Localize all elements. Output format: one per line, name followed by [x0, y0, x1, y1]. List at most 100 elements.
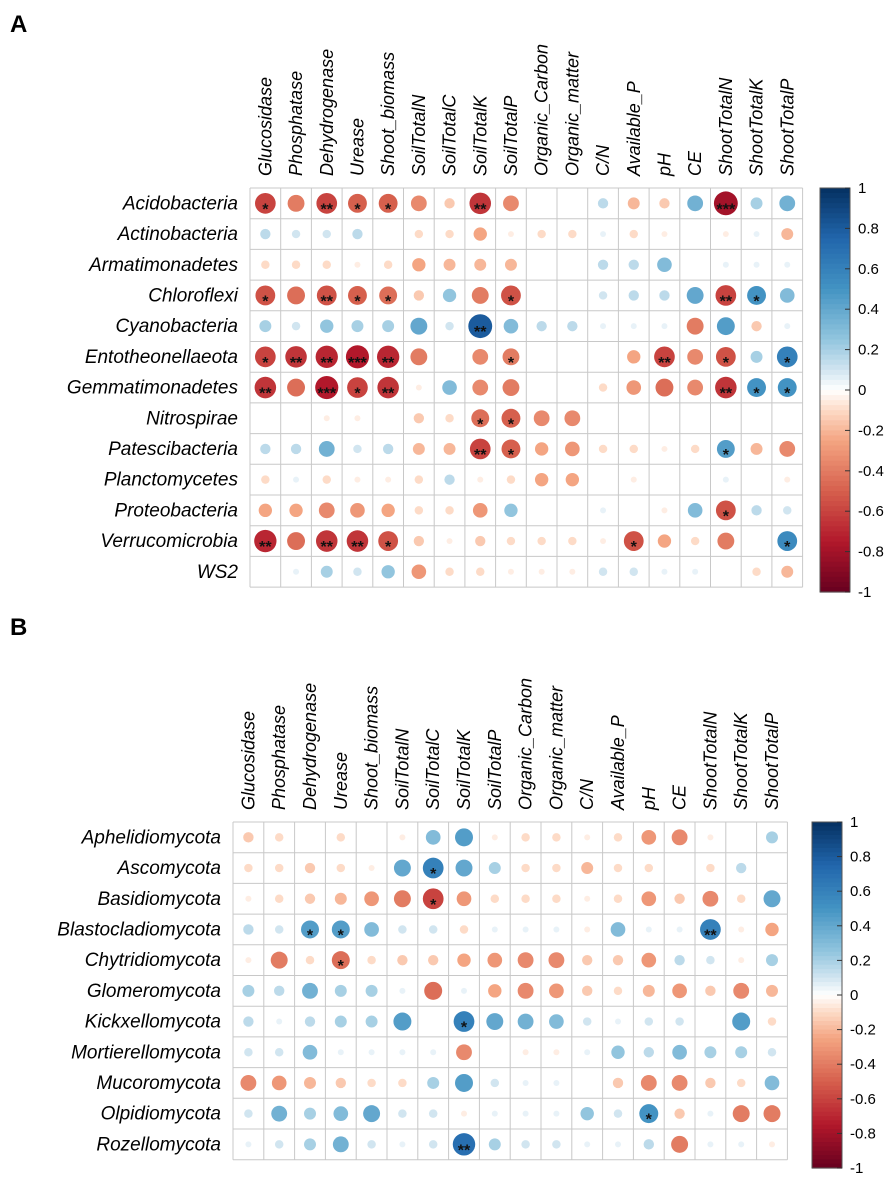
correlation-dot: [686, 317, 704, 335]
correlation-dot: [398, 925, 407, 934]
legend-tick-label: 0.6: [858, 261, 879, 278]
correlation-dot: [488, 1138, 501, 1151]
legend-band: [820, 188, 850, 194]
legend-band: [820, 455, 850, 462]
significance-mark: *: [723, 508, 730, 525]
legend-band: [812, 1077, 842, 1083]
correlation-dot: [377, 376, 399, 399]
correlation-dot: [412, 258, 426, 272]
legend-band: [812, 856, 842, 862]
row-label: Entotheonellaeota: [85, 347, 238, 368]
legend-band: [812, 869, 842, 875]
correlation-dot: [600, 507, 607, 514]
correlation-dot: [274, 833, 284, 842]
correlation-dot: [533, 410, 550, 427]
legend-band: [812, 999, 842, 1005]
correlation-dot: [427, 1076, 440, 1089]
correlation-dot: [318, 441, 335, 457]
correlation-dot: [630, 476, 637, 483]
correlation-dot: [414, 506, 424, 515]
legend-band: [812, 1137, 842, 1143]
correlation-dot: [445, 229, 454, 239]
correlation-dot: [316, 193, 338, 214]
legend-band: [820, 289, 850, 295]
significance-mark: *: [338, 927, 345, 944]
correlation-dot: [393, 1012, 412, 1031]
correlation-dot: [600, 538, 607, 545]
correlation-dot: [492, 1049, 498, 1055]
correlation-dot: [473, 227, 487, 241]
correlation-dot: [271, 1075, 287, 1091]
column-label: ShootTotalN: [716, 77, 736, 176]
correlation-dot: [767, 1017, 777, 1026]
correlation-dot: [382, 320, 395, 333]
correlation-dot: [707, 1110, 714, 1117]
legend-band: [812, 1116, 842, 1122]
correlation-dot: [628, 259, 639, 270]
correlation-dot: [700, 919, 721, 940]
correlation-dot: [706, 863, 715, 873]
correlation-dot: [398, 1109, 407, 1118]
legend-tick-label: -0.4: [850, 1056, 876, 1073]
correlation-dot: [442, 288, 457, 303]
correlation-dot: [469, 438, 491, 460]
correlation-dot: [627, 350, 641, 364]
legend-band: [812, 1163, 842, 1169]
significance-mark: **: [382, 355, 395, 372]
correlation-dot: [333, 1106, 349, 1121]
correlation-dot: [501, 408, 521, 428]
correlation-dot: [274, 985, 285, 997]
correlation-dot: [539, 354, 545, 360]
correlation-dot: [428, 1140, 438, 1149]
correlation-dot: [398, 1078, 407, 1088]
correlation-dot: [723, 569, 729, 575]
legend-band: [820, 223, 850, 229]
legend-band: [820, 450, 850, 457]
correlation-dot: [672, 983, 687, 999]
correlation-dot: [472, 379, 489, 396]
correlation-dot: [260, 228, 271, 240]
legend-band: [812, 822, 842, 827]
row-label: Rozellomycota: [96, 1134, 221, 1155]
row-label: Ascomycota: [117, 858, 221, 879]
correlation-dot: [472, 503, 488, 518]
legend-band: [820, 496, 850, 502]
legend-band: [812, 1081, 842, 1087]
legend-band: [812, 1124, 842, 1130]
correlation-dot: [412, 442, 425, 455]
correlation-dot: [486, 1013, 504, 1031]
correlation-dot: [336, 833, 346, 842]
correlation-dot: [444, 198, 455, 209]
column-label: ShootTotalK: [747, 78, 767, 176]
correlation-dot: [659, 290, 670, 301]
legend-band: [820, 551, 850, 558]
correlation-dot: [491, 834, 498, 841]
grid: [249, 187, 804, 588]
legend-band: [812, 1155, 842, 1160]
legend-band: [820, 395, 850, 401]
column-label: Organic_Carbon: [532, 44, 552, 176]
correlation-dot: [707, 1019, 713, 1025]
correlation-dot: [490, 894, 500, 903]
correlation-dot: [716, 439, 735, 458]
correlation-dot: [502, 348, 520, 366]
significance-mark: **: [321, 293, 334, 310]
legend-band: [820, 581, 850, 588]
legend-band: [812, 830, 842, 836]
correlation-dot: [600, 477, 606, 483]
correlation-dot: [459, 925, 469, 934]
correlation-dot: [290, 443, 302, 455]
column-label: Shoot_biomass: [362, 686, 382, 810]
correlation-dot: [779, 288, 795, 303]
correlation-dot: [750, 197, 763, 210]
correlation-dot: [376, 345, 400, 369]
row-label: Chloroflexi: [148, 285, 239, 306]
correlation-dot: [722, 476, 729, 483]
legend-band: [812, 891, 842, 897]
correlation-dot: [368, 865, 375, 872]
correlation-dot: [582, 954, 593, 966]
significance-mark: *: [477, 416, 484, 433]
correlation-dot: [364, 891, 379, 907]
legend-band: [812, 843, 842, 849]
correlation-dot: [245, 1141, 252, 1148]
